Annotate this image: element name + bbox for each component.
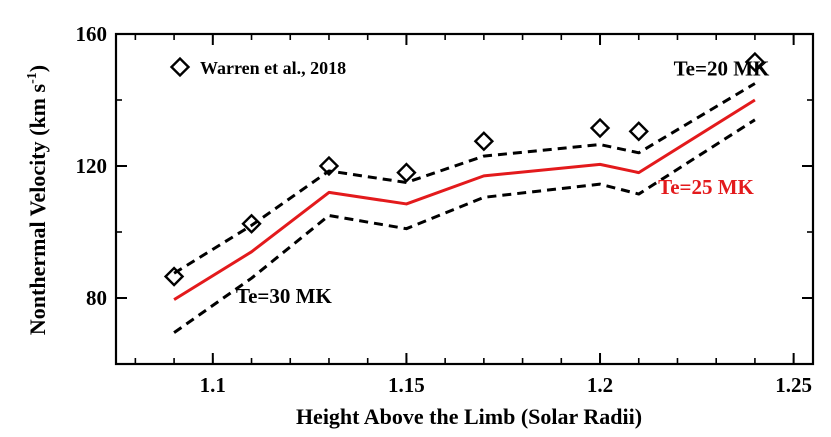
legend-marker-diamond: [169, 56, 191, 78]
legend-label: Warren et al., 2018: [200, 58, 346, 78]
y-axis-label: Nonthermal Velocity (km s-1): [25, 65, 50, 335]
series-label-te20: Te=20 MK: [674, 56, 770, 80]
y-tick-label: 120: [76, 154, 108, 178]
x-tick-label: 1.15: [388, 373, 425, 397]
y-axis-label-main: Nonthermal Velocity (km s: [25, 83, 50, 335]
plot-frame: [114, 32, 815, 366]
data-marker-diamond: [628, 121, 649, 142]
series-line-te-20-mk: [173, 82, 756, 275]
y-tick-label: 160: [76, 22, 108, 46]
series-label-te30: Te=30 MK: [236, 284, 332, 308]
data-marker-diamond: [396, 162, 417, 183]
data-marker-diamond: [163, 266, 185, 287]
y-axis-label-sup: -1: [25, 72, 40, 84]
series-label-te25: Te=25 MK: [658, 175, 754, 199]
series-line-te-25-mk: [173, 98, 756, 301]
x-tick-label: 1.2: [587, 373, 613, 397]
legend: Warren et al., 2018: [169, 56, 346, 78]
marker-layer: [163, 51, 766, 287]
x-tick-label: 1.25: [775, 373, 812, 397]
x-axis-label: Height Above the Limb (Solar Radii): [296, 404, 642, 429]
x-tick-label: 1.1: [200, 373, 226, 397]
series-line-te-30-mk: [173, 118, 756, 334]
data-marker-diamond: [473, 131, 495, 152]
data-marker-diamond: [318, 155, 340, 177]
y-axis-label-close: ): [25, 65, 50, 72]
data-marker-diamond: [241, 213, 262, 234]
data-marker-diamond: [744, 51, 766, 73]
data-marker-diamond: [589, 117, 611, 139]
series-layer: [173, 82, 756, 334]
axes: 1.1 1.15 1.2 1.25 80 120 160: [76, 22, 815, 397]
y-tick-label: 80: [86, 286, 107, 310]
